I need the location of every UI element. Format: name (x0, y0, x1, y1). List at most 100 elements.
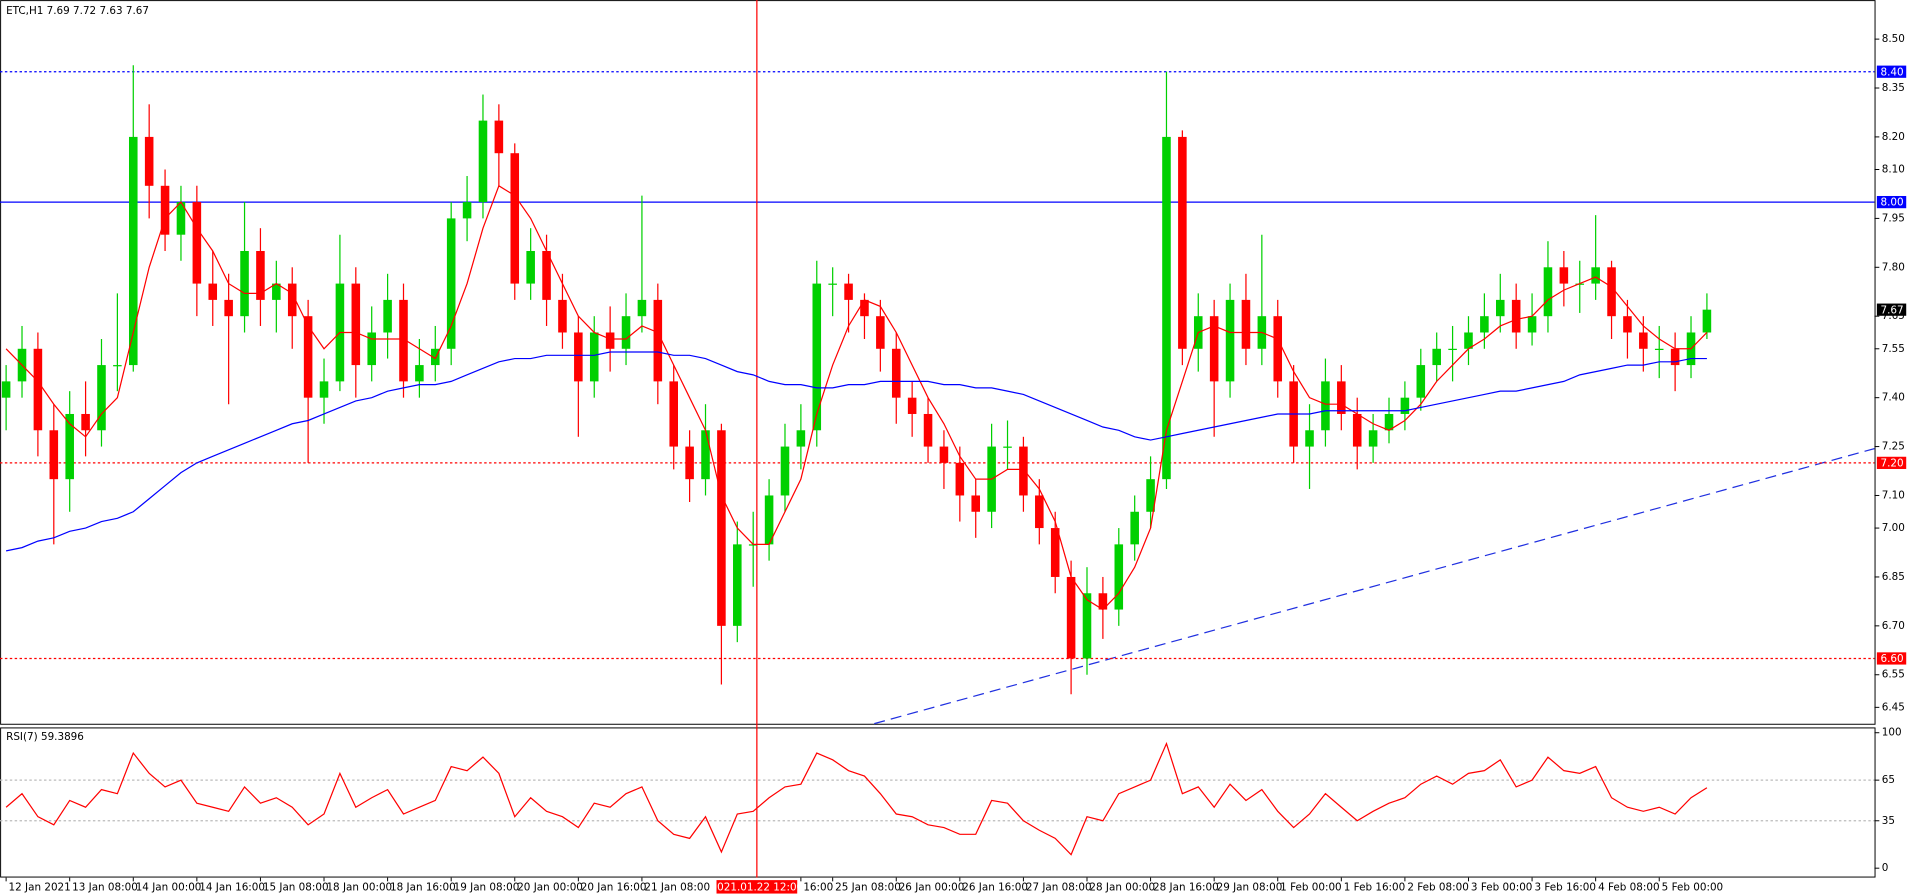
candle-body (1321, 381, 1330, 431)
x-tick-label: 14 Jan 16:00 (199, 881, 265, 893)
candle-body (1480, 316, 1489, 333)
candle-body (780, 446, 790, 496)
x-tick-label: 18 Jan 00:00 (326, 881, 392, 893)
candle-body (319, 381, 329, 398)
candle-body (1670, 348, 1680, 366)
candle-body (1623, 316, 1632, 333)
level-label: 8.40 (1881, 66, 1904, 78)
candle-body (1035, 495, 1044, 529)
x-tick-label: 5 Feb 00:00 (1662, 881, 1723, 893)
chart-title: ETC,H1 7.69 7.72 7.63 7.67 (6, 5, 149, 17)
candle-body (669, 381, 678, 447)
candle-body (113, 365, 122, 367)
candle-body (558, 299, 567, 333)
y-tick-label: 6.70 (1882, 620, 1905, 632)
candle-body (176, 202, 186, 235)
candle-body (1448, 348, 1457, 351)
cursor-label: 2021.01.22 12:00 (711, 881, 804, 893)
candle-body (1464, 332, 1473, 349)
trend-line (874, 448, 1875, 725)
moving-average (5, 184, 1708, 611)
candle-body (1050, 528, 1060, 577)
y-tick-label: 8.10 (1882, 164, 1905, 176)
candle-body (1273, 316, 1283, 382)
candle-body (1, 381, 11, 398)
candle-body (844, 283, 853, 300)
candle-body (192, 202, 202, 284)
candle-body (764, 495, 774, 545)
candle-body (1337, 381, 1346, 414)
candle-body (240, 250, 249, 317)
candle-body (144, 136, 154, 186)
candle-body (1098, 593, 1108, 610)
x-tick-label: 12 Jan 2021 (9, 881, 71, 893)
candle-body (1305, 430, 1314, 447)
candle-body (303, 316, 313, 398)
candle-body (971, 495, 981, 512)
candle-body (208, 283, 218, 300)
candle-body (1082, 593, 1092, 659)
candle-body (399, 299, 408, 382)
y-tick-label: 8.20 (1882, 131, 1905, 143)
candle-body (256, 250, 265, 300)
main-frame (0, 0, 1876, 725)
rsi-line (5, 741, 1708, 856)
candle-body (1146, 479, 1155, 512)
candle-body (685, 446, 694, 480)
y-tick-label: 6.55 (1882, 669, 1905, 681)
y-tick-label: 8.35 (1882, 82, 1905, 94)
rsi-tick-label: 65 (1882, 774, 1895, 786)
candle-body (1162, 136, 1171, 480)
level-label: 6.60 (1881, 653, 1904, 665)
candle-body (828, 283, 837, 285)
candle-body (1607, 267, 1616, 317)
candle-body (574, 332, 583, 382)
candle-body (1384, 413, 1394, 431)
candle-body (367, 332, 376, 366)
candle-body (97, 365, 106, 431)
candle-body (1130, 511, 1139, 545)
candle-body (939, 446, 949, 463)
candle-body (33, 348, 43, 431)
x-tick-label: 13 Jan 08:00 (72, 881, 138, 893)
x-tick-label: 3 Feb 16:00 (1535, 881, 1596, 893)
candle-body (796, 430, 806, 447)
moving-average (5, 351, 1707, 552)
x-tick-label: 28 Jan 00:00 (1089, 881, 1155, 893)
x-tick-label: 29 Jan 08:00 (1217, 881, 1283, 893)
y-tick-label: 7.65 (1882, 310, 1905, 322)
candle-body (160, 185, 170, 235)
candle-body (1019, 446, 1028, 496)
candle-body (49, 430, 59, 480)
candle-body (81, 413, 90, 431)
candle-body (478, 120, 488, 203)
candle-body (272, 283, 281, 300)
x-tick-label: 16:00 (803, 881, 833, 893)
candle-body (542, 250, 551, 300)
candle-body (812, 283, 822, 431)
y-tick-label: 7.00 (1882, 522, 1905, 534)
candle-body (605, 332, 615, 349)
rsi-frame (0, 727, 1876, 878)
x-tick-label: 21 Jan 08:00 (644, 881, 710, 893)
x-tick-label: 26 Jan 00:00 (899, 881, 965, 893)
candle-body (1591, 267, 1600, 284)
candle-body (923, 413, 933, 447)
y-tick-label: 7.25 (1882, 441, 1905, 453)
x-tick-label: 20 Jan 16:00 (581, 881, 647, 893)
candle-body (1352, 413, 1362, 447)
candle-body (653, 299, 663, 382)
x-tick-label: 25 Jan 08:00 (835, 881, 901, 893)
candle-body (431, 348, 440, 366)
x-tick-label: 15 Jan 08:00 (263, 881, 329, 893)
candle-body (415, 365, 424, 382)
candle-body (907, 397, 917, 414)
level-tag (1876, 652, 1907, 665)
candle-body (1543, 267, 1553, 317)
x-tick-label: 26 Jan 16:00 (962, 881, 1028, 893)
candle-body (1654, 348, 1664, 351)
level-label: 7.20 (1881, 457, 1904, 469)
candle-body (510, 153, 520, 284)
